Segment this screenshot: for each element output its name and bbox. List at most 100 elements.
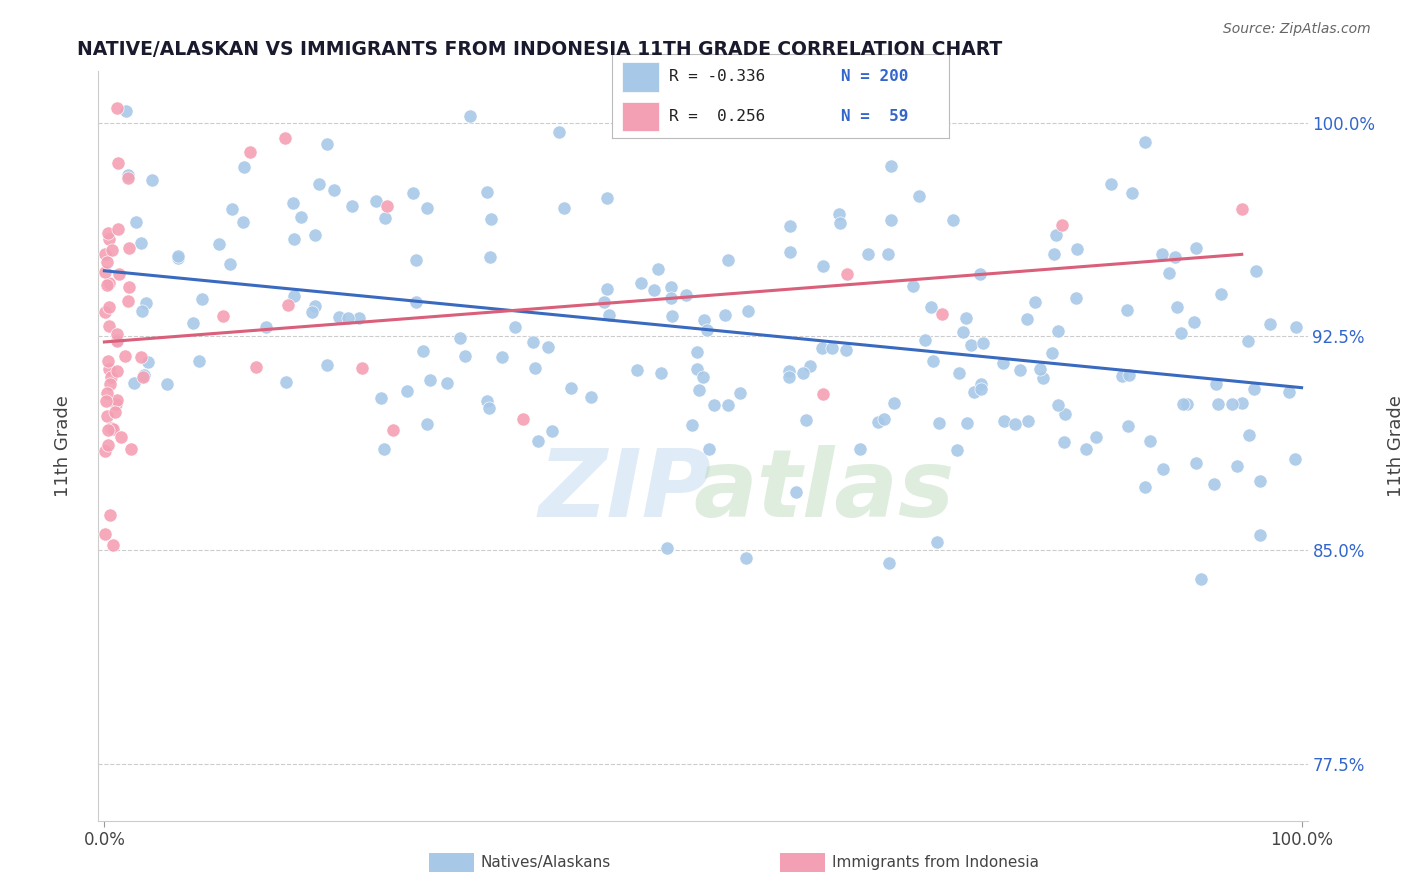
Point: [156, 376, 179, 391]
Point: [181, 316, 204, 330]
Point: [315, 136, 337, 151]
Point: [696, 323, 718, 337]
Point: [382, 423, 405, 437]
Point: [785, 485, 807, 500]
Point: [479, 211, 502, 226]
Point: [879, 557, 901, 571]
Point: [1220, 397, 1243, 411]
Point: [728, 386, 751, 401]
Point: [1189, 572, 1212, 586]
Point: [478, 401, 501, 415]
Point: [110, 430, 132, 444]
Point: [120, 442, 142, 457]
Text: Immigrants from Indonesia: Immigrants from Indonesia: [832, 855, 1039, 870]
Point: [688, 383, 710, 397]
Point: [117, 293, 139, 308]
Point: [308, 178, 330, 192]
Point: [97, 438, 120, 452]
Point: [692, 312, 714, 326]
Point: [101, 243, 124, 257]
Point: [643, 283, 665, 297]
Point: [907, 188, 929, 202]
Point: [277, 298, 299, 312]
Text: atlas: atlas: [693, 445, 955, 537]
Point: [274, 130, 297, 145]
Point: [948, 366, 970, 380]
Point: [524, 360, 547, 375]
Point: [779, 245, 801, 260]
Point: [1111, 369, 1133, 384]
Point: [537, 340, 560, 354]
Point: [1166, 301, 1188, 315]
Point: [1017, 413, 1039, 427]
Point: [1042, 247, 1064, 261]
Point: [811, 387, 834, 401]
Point: [97, 423, 120, 437]
Point: [98, 361, 121, 376]
Point: [304, 228, 326, 243]
Point: [1173, 397, 1195, 411]
Point: [1243, 382, 1265, 396]
Point: [1004, 417, 1026, 432]
Point: [364, 194, 387, 209]
Point: [659, 280, 682, 294]
Point: [931, 307, 953, 321]
Point: [697, 442, 720, 457]
Point: [548, 125, 571, 139]
Point: [1209, 286, 1232, 301]
Point: [323, 183, 346, 197]
Point: [107, 222, 129, 236]
Point: [1029, 362, 1052, 376]
Point: [1284, 452, 1306, 467]
Point: [460, 109, 482, 123]
Point: [792, 367, 814, 381]
Bar: [621, 62, 659, 92]
Point: [946, 443, 969, 458]
Point: [98, 508, 121, 522]
Point: [1159, 267, 1181, 281]
Point: [96, 277, 118, 292]
Point: [436, 376, 458, 391]
Point: [675, 288, 697, 302]
Point: [136, 355, 159, 369]
Point: [955, 310, 977, 325]
Point: [93, 527, 115, 541]
Point: [207, 237, 229, 252]
Point: [834, 343, 856, 357]
Point: [1133, 481, 1156, 495]
Point: [993, 414, 1015, 428]
Point: [1237, 427, 1260, 442]
Point: [454, 349, 477, 363]
Point: [94, 305, 117, 319]
Point: [337, 311, 360, 326]
Point: [94, 444, 117, 458]
Point: [1017, 312, 1039, 326]
Point: [232, 160, 254, 174]
Point: [661, 310, 683, 324]
Point: [828, 207, 851, 221]
Point: [991, 356, 1014, 370]
Point: [475, 186, 498, 200]
Point: [959, 338, 981, 352]
Point: [105, 333, 128, 347]
Point: [1084, 430, 1107, 444]
Point: [117, 168, 139, 182]
Point: [541, 425, 564, 439]
Point: [375, 199, 398, 213]
Point: [596, 282, 619, 296]
Point: [596, 191, 619, 205]
Point: [479, 250, 502, 264]
Point: [779, 219, 801, 234]
Point: [97, 318, 120, 333]
Point: [1008, 363, 1031, 377]
Point: [941, 212, 963, 227]
Point: [281, 196, 304, 211]
Point: [866, 415, 889, 429]
Point: [799, 359, 821, 374]
Point: [212, 309, 235, 323]
Point: [167, 249, 190, 263]
Point: [717, 253, 740, 268]
Point: [927, 535, 949, 549]
Point: [880, 213, 903, 227]
Point: [560, 381, 582, 395]
